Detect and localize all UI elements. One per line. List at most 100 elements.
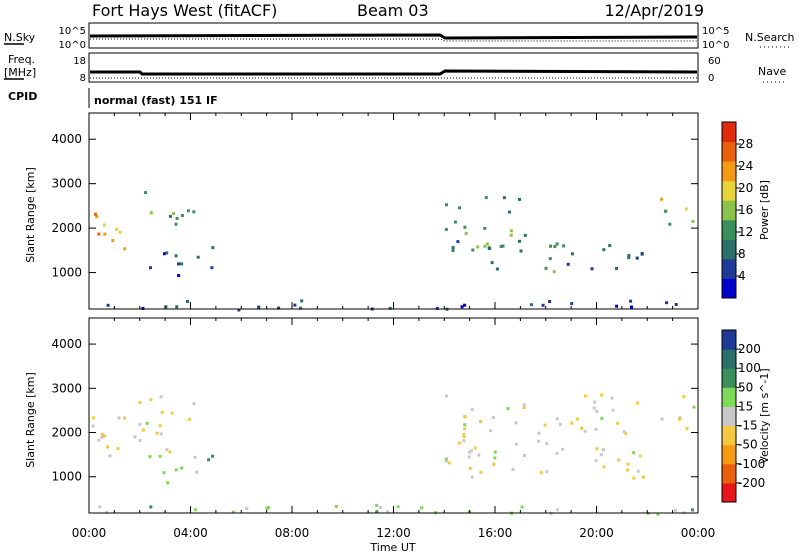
echo-cell <box>583 429 587 433</box>
colorbar-segment <box>722 219 736 240</box>
echo-cell <box>555 242 559 246</box>
power-colorbar-label: Power [dB] <box>758 180 771 240</box>
echo-cell <box>576 417 579 421</box>
echo-cell <box>186 300 189 303</box>
ytick-label: 4000 <box>51 337 82 351</box>
echo-cell <box>660 417 664 421</box>
echo-cell <box>502 196 506 200</box>
colorbar-tick-label: -15 <box>738 419 758 433</box>
echo-cell <box>617 458 621 462</box>
echo-cell <box>207 458 211 462</box>
colorbar-tick-label: -100 <box>738 457 765 471</box>
echo-cell <box>509 229 513 233</box>
echo-cell <box>245 507 249 510</box>
echo-cell <box>192 210 196 214</box>
echo-cell <box>629 299 633 303</box>
echo-cell <box>593 400 597 404</box>
echo-cell <box>462 435 466 439</box>
echo-cell <box>106 303 110 307</box>
echo-cell <box>175 305 179 309</box>
echo-cell <box>610 396 614 400</box>
echo-cell <box>106 445 110 449</box>
echo-cell <box>518 239 521 243</box>
echo-cell <box>484 196 488 200</box>
echo-cell <box>544 266 548 270</box>
echo-cell <box>611 408 615 412</box>
colorbar-segment <box>722 387 736 407</box>
nsky-trace <box>89 33 698 40</box>
echo-cell <box>470 408 474 412</box>
echo-cell <box>162 471 166 475</box>
echo-cell <box>116 447 120 451</box>
echo-cell <box>149 505 153 509</box>
colorbar-tick-label: 200 <box>738 342 761 356</box>
nsky-tick-top: 10^5 <box>59 26 86 37</box>
echo-cell <box>277 306 281 310</box>
echo-cell <box>682 395 686 399</box>
echo-cell <box>479 420 482 424</box>
echo-cell <box>518 197 521 201</box>
ytick-label: 2000 <box>51 426 82 440</box>
echo-cell <box>386 510 390 514</box>
echo-cell <box>468 450 471 454</box>
echo-cell <box>457 441 461 445</box>
echo-cell <box>174 254 178 258</box>
echo-cell <box>105 510 109 514</box>
echo-cell <box>138 401 142 404</box>
echo-cell <box>420 506 423 510</box>
echo-cell <box>602 448 605 452</box>
colorbar-segment <box>722 406 736 427</box>
echo-cell <box>168 450 172 454</box>
echo-cell <box>174 468 178 472</box>
echo-cell <box>556 508 559 512</box>
echo-cell <box>622 430 626 434</box>
echo-cell <box>458 206 461 210</box>
echo-cell <box>464 231 468 235</box>
colorbar-segment <box>722 239 736 260</box>
echo-cell <box>470 475 474 479</box>
echo-cell <box>444 457 448 461</box>
echo-cell <box>541 303 545 307</box>
echo-cell <box>462 439 466 443</box>
freq-panel <box>88 52 699 83</box>
echo-cell <box>463 225 467 229</box>
freq-tick-top: 18 <box>73 56 86 67</box>
nsky-tick-bottom: 10^0 <box>59 40 86 51</box>
echo-cell <box>476 245 480 249</box>
echo-cell <box>102 223 106 227</box>
freq-trace <box>90 69 698 76</box>
echo-cell <box>468 466 472 470</box>
echo-cell <box>608 244 612 248</box>
echo-cell <box>451 246 455 250</box>
echo-cell <box>520 505 524 509</box>
echo-cell <box>100 435 104 439</box>
echo-cell <box>602 465 606 469</box>
nave-tick-top: 60 <box>708 56 721 67</box>
echo-cell <box>507 210 511 214</box>
echo-cell <box>375 510 379 514</box>
echo-cell <box>663 209 667 213</box>
echo-cell <box>123 247 127 251</box>
echo-cell <box>123 416 126 420</box>
echo-cell <box>580 426 584 430</box>
echo-cell <box>641 475 645 479</box>
echo-cell <box>493 450 497 454</box>
velocity-ylabel: Slant Range [km] <box>24 372 37 468</box>
echo-cell <box>571 252 574 256</box>
echo-cell <box>165 448 169 452</box>
echo-cell <box>678 416 682 420</box>
echo-cell <box>160 410 164 414</box>
echo-cell <box>149 211 153 215</box>
echo-cell <box>514 442 518 446</box>
date-label: 12/Apr/2019 <box>604 1 704 20</box>
velocity-panel: 4000 3000 2000 1000 200 100 50 15 -15 -50 -100 -200… <box>51 317 765 540</box>
echo-cell <box>626 468 630 472</box>
freq-label-line2: [MHz] <box>4 66 36 79</box>
echo-cell <box>97 438 101 442</box>
echo-cell <box>635 256 639 260</box>
nsearch-trace <box>90 38 697 42</box>
ytick-label: 3000 <box>51 381 82 395</box>
colorbar-segment <box>722 330 736 350</box>
echo-cell <box>499 245 503 248</box>
colorbar-segment <box>722 258 736 279</box>
